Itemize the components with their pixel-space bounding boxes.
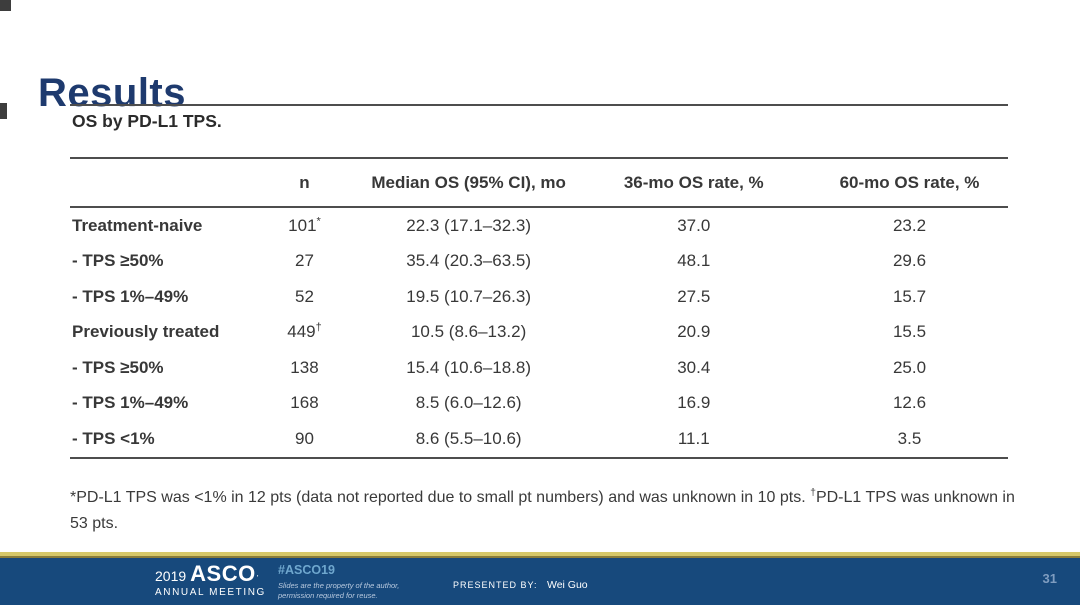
row-n: 138 bbox=[248, 358, 361, 378]
table-row-tps-ge50-naive: - TPS ≥50% 27 35.4 (20.3–63.5) 48.1 29.6 bbox=[70, 244, 1008, 280]
n-value: 101 bbox=[288, 215, 317, 235]
row-median-os: 10.5 (8.6–13.2) bbox=[410, 322, 527, 342]
presented-by-label: PRESENTED BY: bbox=[453, 580, 538, 590]
header-36mo-os-rate: 36-mo OS rate, % bbox=[623, 172, 764, 192]
table-body: Treatment-naive 101* 22.3 (17.1–32.3) 37… bbox=[70, 208, 1008, 459]
row-36mo-os: 48.1 bbox=[677, 251, 711, 271]
logo-year: 2019 bbox=[155, 568, 187, 584]
table-row-tps-lt1-treated: - TPS <1% 90 8.6 (5.5–10.6) 11.1 3.5 bbox=[70, 421, 1008, 457]
footnote-part1: *PD-L1 TPS was <1% in 12 pts (data not r… bbox=[70, 489, 811, 506]
row-label: - TPS ≥50% bbox=[72, 251, 164, 271]
row-60mo-os: 29.6 bbox=[892, 251, 927, 271]
logo-trademark-icon: ’ bbox=[256, 574, 259, 583]
row-median-os: 8.6 (5.5–10.6) bbox=[415, 428, 522, 448]
screen-artifact-top-left bbox=[0, 0, 11, 11]
logo-org: ASCO bbox=[190, 561, 256, 586]
slides-disclaimer: Slides are the property of the author, p… bbox=[278, 581, 399, 601]
row-60mo-os: 15.7 bbox=[892, 286, 927, 306]
table-row-tps-ge50-treated: - TPS ≥50% 138 15.4 (10.6–18.8) 30.4 25.… bbox=[70, 350, 1008, 386]
row-60mo-os: 23.2 bbox=[892, 215, 927, 235]
row-36mo-os: 37.0 bbox=[677, 215, 711, 235]
row-36mo-os: 27.5 bbox=[677, 286, 711, 306]
n-value: 90 bbox=[295, 428, 314, 448]
row-label: Treatment-naive bbox=[72, 215, 203, 235]
row-label: - TPS 1%–49% bbox=[72, 393, 189, 413]
table-footnote: *PD-L1 TPS was <1% in 12 pts (data not r… bbox=[70, 485, 1015, 537]
logo-subtitle: ANNUAL MEETING bbox=[155, 587, 266, 598]
row-label: Previously treated bbox=[72, 322, 220, 342]
row-60mo-os: 25.0 bbox=[892, 357, 927, 377]
table-row-tps-1-49-treated: - TPS 1%–49% 168 8.5 (6.0–12.6) 16.9 12.… bbox=[70, 386, 1008, 422]
table-caption: OS by PD-L1 TPS. bbox=[72, 111, 222, 131]
row-n: 168 bbox=[248, 393, 361, 413]
table-header-row: n Median OS (95% CI), mo 36-mo OS rate, … bbox=[70, 157, 1008, 208]
row-n: 52 bbox=[248, 287, 361, 307]
slide-footer: 2019 ASCO ’ ANNUAL MEETING #ASCO19 Slide… bbox=[0, 552, 1080, 605]
row-label: - TPS ≥50% bbox=[72, 357, 164, 377]
slide-page-number: 31 bbox=[1042, 571, 1057, 586]
row-median-os: 8.5 (6.0–12.6) bbox=[415, 393, 522, 413]
footnote-part2: PD-L1 TPS was unknown in 53 pts. bbox=[70, 489, 1015, 532]
row-median-os: 22.3 (17.1–32.3) bbox=[406, 215, 532, 235]
row-60mo-os: 12.6 bbox=[892, 393, 927, 413]
disclaimer-line-1: Slides are the property of the author, bbox=[278, 581, 400, 590]
presenter-name: Wei Guo bbox=[546, 579, 588, 591]
n-superscript: * bbox=[316, 215, 321, 228]
n-superscript: † bbox=[315, 321, 322, 334]
table-row-previously-treated: Previously treated 449† 10.5 (8.6–13.2) … bbox=[70, 315, 1008, 351]
slide-title: Results bbox=[38, 70, 186, 115]
screen-artifact-left-edge bbox=[0, 103, 7, 119]
n-value: 449 bbox=[287, 322, 316, 342]
caption-top-rule bbox=[70, 104, 1008, 106]
logo-line-1: 2019 ASCO ’ bbox=[155, 563, 266, 585]
row-label: - TPS <1% bbox=[72, 428, 155, 448]
n-value: 138 bbox=[290, 357, 319, 377]
row-median-os: 15.4 (10.6–18.8) bbox=[406, 357, 532, 377]
n-value: 168 bbox=[290, 393, 319, 413]
row-n: 27 bbox=[248, 251, 361, 271]
row-median-os: 35.4 (20.3–63.5) bbox=[406, 251, 532, 271]
asco-annual-meeting-logo: 2019 ASCO ’ ANNUAL MEETING bbox=[155, 563, 266, 598]
row-n: 101* bbox=[248, 216, 361, 236]
footnote-dagger: † bbox=[810, 486, 816, 499]
hashtag-block: #ASCO19 Slides are the property of the a… bbox=[278, 563, 399, 601]
row-n: 90 bbox=[248, 429, 361, 449]
footer-gold-accent-bar bbox=[0, 552, 1080, 558]
row-36mo-os: 30.4 bbox=[677, 357, 711, 377]
row-n: 449† bbox=[248, 322, 361, 342]
os-by-pdl1-tps-table: n Median OS (95% CI), mo 36-mo OS rate, … bbox=[70, 157, 1008, 459]
row-36mo-os: 11.1 bbox=[677, 428, 710, 448]
n-value: 27 bbox=[295, 251, 314, 271]
row-36mo-os: 20.9 bbox=[677, 322, 711, 342]
header-n: n bbox=[299, 172, 310, 192]
presented-by: PRESENTED BY: Wei Guo bbox=[453, 575, 588, 593]
hashtag: #ASCO19 bbox=[278, 563, 335, 577]
row-median-os: 19.5 (10.7–26.3) bbox=[406, 286, 532, 306]
disclaimer-line-2: permission required for reuse. bbox=[278, 591, 378, 601]
n-value: 52 bbox=[295, 286, 314, 306]
table-row-treatment-naive: Treatment-naive 101* 22.3 (17.1–32.3) 37… bbox=[70, 208, 1008, 244]
header-median-os: Median OS (95% CI), mo bbox=[371, 172, 566, 192]
row-36mo-os: 16.9 bbox=[677, 393, 711, 413]
row-60mo-os: 3.5 bbox=[897, 428, 922, 448]
header-60mo-os-rate: 60-mo OS rate, % bbox=[839, 172, 980, 192]
row-60mo-os: 15.5 bbox=[892, 322, 927, 342]
row-label: - TPS 1%–49% bbox=[72, 286, 189, 306]
footer-blue-band: 2019 ASCO ’ ANNUAL MEETING #ASCO19 Slide… bbox=[0, 558, 1080, 605]
table-row-tps-1-49-naive: - TPS 1%–49% 52 19.5 (10.7–26.3) 27.5 15… bbox=[70, 279, 1008, 315]
